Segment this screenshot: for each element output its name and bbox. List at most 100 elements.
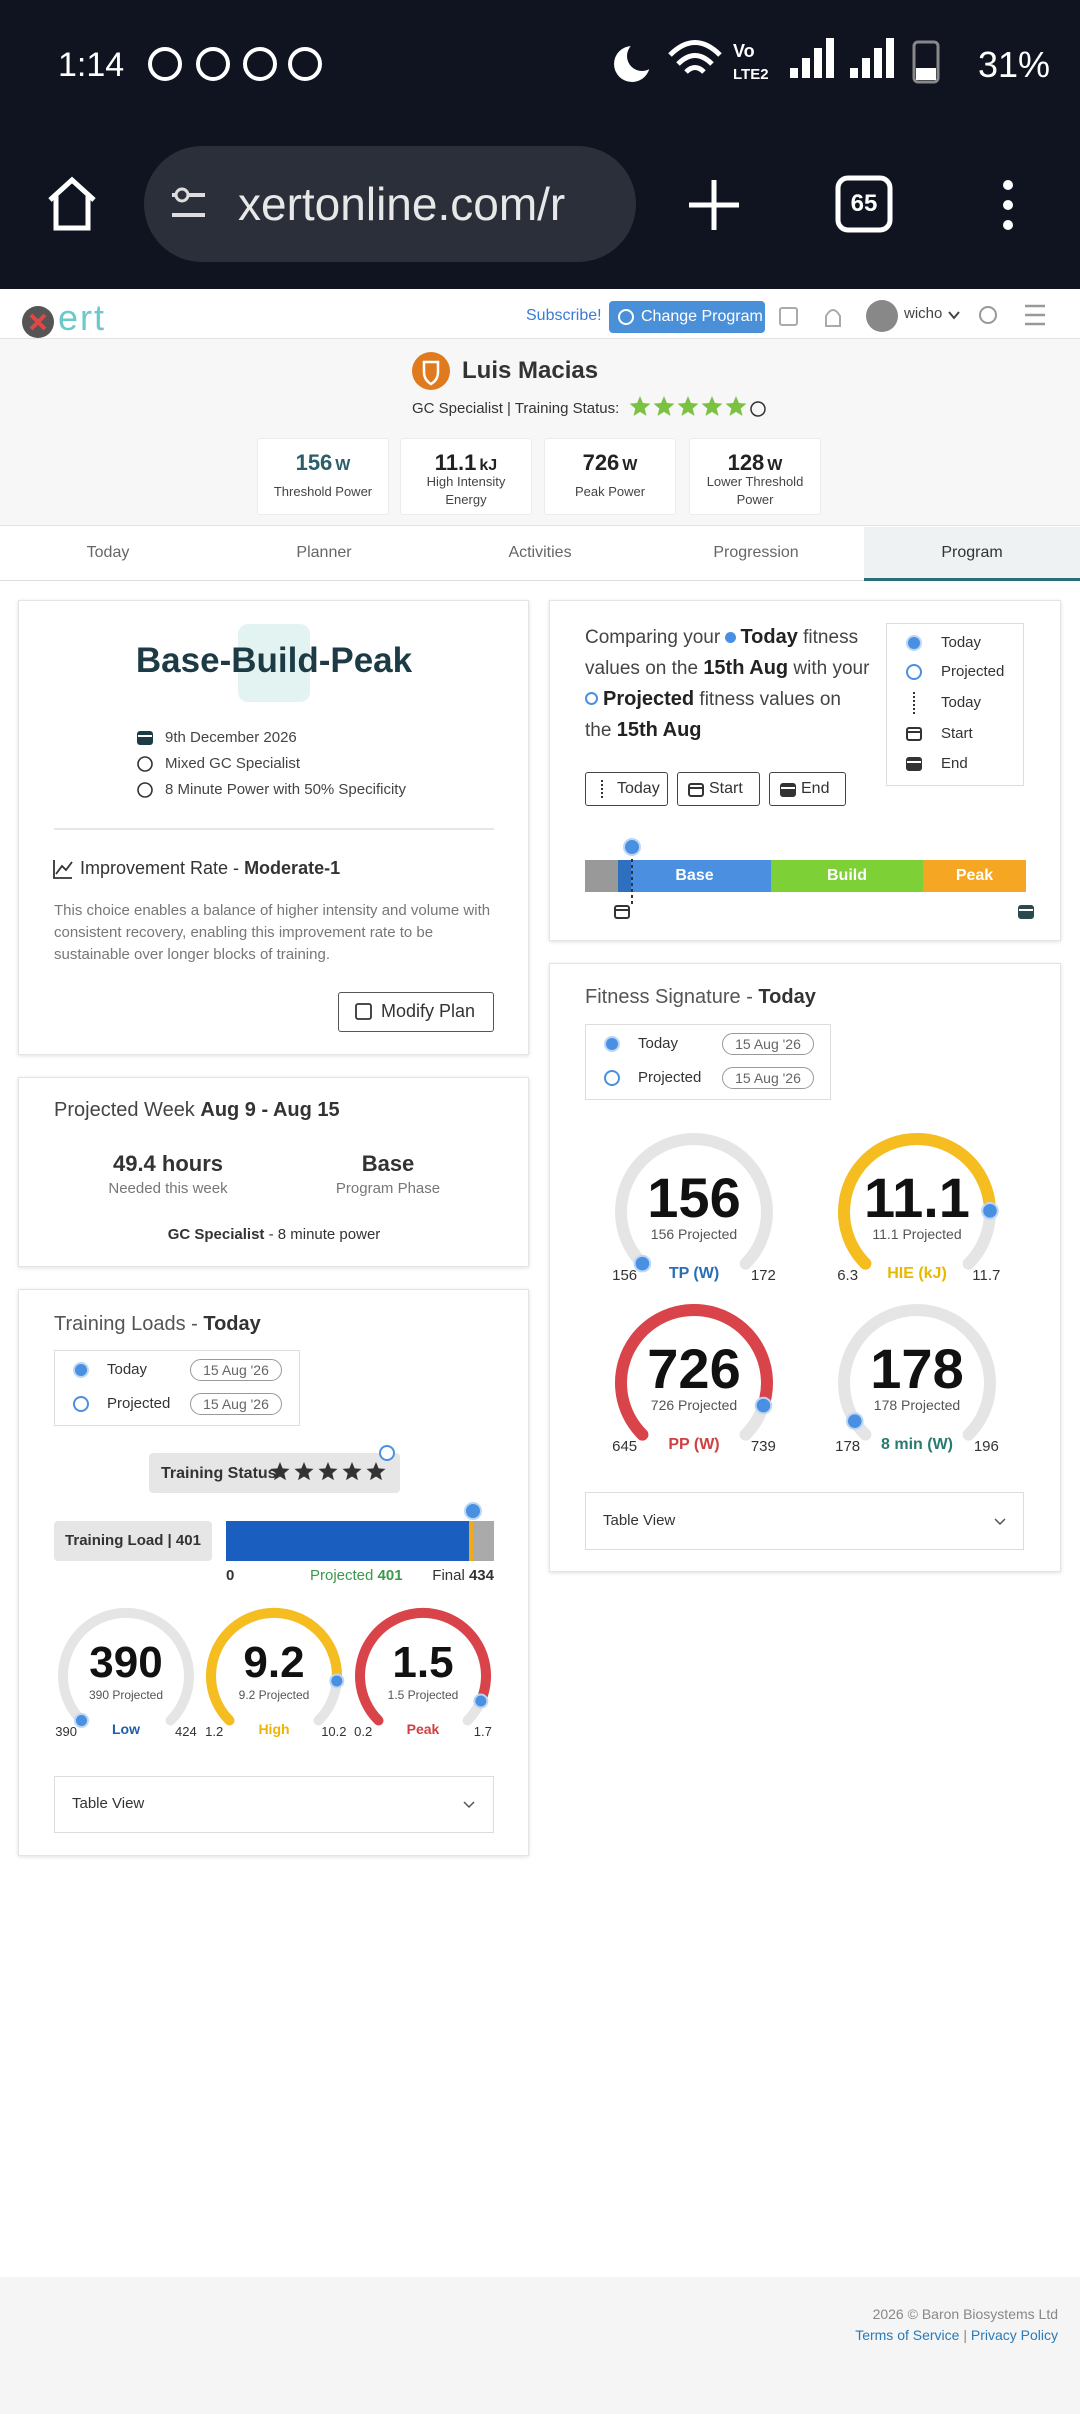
change-program-button[interactable] [609,301,765,333]
training-status-label: Training Status [161,1465,277,1483]
compare-button-label[interactable]: Today [617,780,660,798]
table-view[interactable] [54,1776,494,1833]
subscribe-link[interactable]: Subscribe! [526,307,602,325]
improvement-label: Improvement Rate - [80,858,245,879]
week-hours: 49.4 hours [112,1150,224,1176]
news-icon [779,307,798,326]
plan-watermark [238,624,310,702]
status-star [701,396,723,416]
phase-label: Build [827,867,867,885]
date-pill [722,1067,814,1089]
modify-plan-button[interactable] [338,992,494,1032]
status-star [294,1462,314,1481]
gauge-value: 9.2 [243,1638,305,1687]
week-focus: GC Specialist - 8 minute power [168,1226,381,1244]
site-settings-knob [174,187,190,203]
signal-bar [790,68,798,78]
plan-description: This choice enables a balance of higher … [54,902,491,963]
status-star [677,396,699,416]
gauge-projected: 11.1 Projected [872,1225,962,1242]
user-name[interactable]: wicho [904,305,943,322]
stat-number: 128 [727,449,765,475]
gauge-value: 178 [870,1336,964,1400]
stat-label: Threshold Power [273,484,373,499]
load-bar-projected [469,1521,473,1561]
improvement-value: Moderate-1 [244,858,341,879]
url[interactable]: xertonline.com/r [238,178,566,231]
load-marker [464,1502,482,1520]
gauge-max: 739 [750,1438,776,1456]
plan-item: Mixed GC Specialist [165,755,301,772]
legend-date: 15 Aug '26 [203,1395,269,1412]
comparison-phrase: fitness values on the [585,689,841,741]
gauge-value: 156 [647,1165,741,1229]
focus-detail: - 8 minute power [264,1226,381,1243]
comparison-phrase: with your [788,658,870,679]
legend-marker [73,1396,89,1412]
load-bar-min: 0 [226,1567,235,1584]
tab[interactable]: Progression [713,544,799,562]
training-load-pill [54,1521,212,1561]
calendar-icon [688,783,704,797]
privacy-link[interactable]: Privacy Policy [970,2326,1058,2343]
phase-segment [923,860,1026,892]
phase-label: Peak [955,867,994,885]
tab[interactable]: Activities [508,544,572,562]
gauge-label: HIE (kJ) [887,1265,947,1283]
compare-button-label[interactable]: End [801,780,830,798]
change-program-label[interactable]: Change Program [641,308,763,326]
gauge-value: 726 [647,1336,741,1400]
table-view-label[interactable]: Table View [72,1795,145,1812]
tab[interactable]: Program [941,544,1003,562]
tab-count: 65 [850,189,878,217]
table-view-label[interactable]: Table View [603,1512,676,1529]
calendar-icon [906,757,922,771]
gauge-label: TP (W) [668,1265,720,1283]
stat-unit: W [335,456,351,474]
profile-panel [0,338,1080,526]
bell-icon [825,309,841,327]
today-marker [623,838,641,856]
signal-bar [826,38,834,78]
tab[interactable]: Planner [296,544,352,562]
gauge-marker [329,1673,345,1689]
menu-dot [1003,200,1013,210]
tab-switcher [835,175,893,233]
legend-label: Today [941,694,982,711]
signal-bar [802,58,810,78]
plan-title: Base-Build-Peak [135,641,413,680]
signal-bar [862,58,870,78]
tab[interactable]: Today [86,544,130,562]
table-view[interactable] [585,1492,1024,1550]
gauge-marker [473,1693,489,1709]
stat-value: 726 W [583,450,638,479]
plan-item: 9th December 2026 [165,729,297,746]
modify-plan-label[interactable]: Modify Plan [381,1001,476,1022]
notification-icon [148,47,182,81]
legend-marker [604,1070,620,1086]
menu-dot [1003,180,1013,190]
notification-icon [288,47,322,81]
gauge-marker [73,1713,89,1729]
terms-link[interactable]: Terms of Service [855,2326,960,2343]
gauge-marker [981,1202,999,1220]
item-icon [137,756,153,772]
user-chevron [948,311,960,320]
load-final-label: Final [432,1567,469,1584]
calendar-icon [614,905,630,919]
compare-button-label[interactable]: Start [709,780,743,798]
url-bar[interactable] [144,146,636,262]
legend-label: Today [107,1361,148,1378]
compare-button[interactable] [585,772,668,806]
week-title: Projected Week Aug 9 - Aug 15 [54,1098,340,1122]
date-pill [190,1393,282,1415]
gauge-label: Peak [406,1721,440,1738]
comparison-emphasis: 15th Aug [616,719,702,741]
signature-title-date: Today [758,986,816,1008]
home-button [48,176,96,231]
week-dates: Aug 9 - Aug 15 [200,1099,340,1121]
phase-segment [771,860,923,892]
gauge-track [838,1304,996,1441]
compare-button[interactable] [769,772,846,806]
